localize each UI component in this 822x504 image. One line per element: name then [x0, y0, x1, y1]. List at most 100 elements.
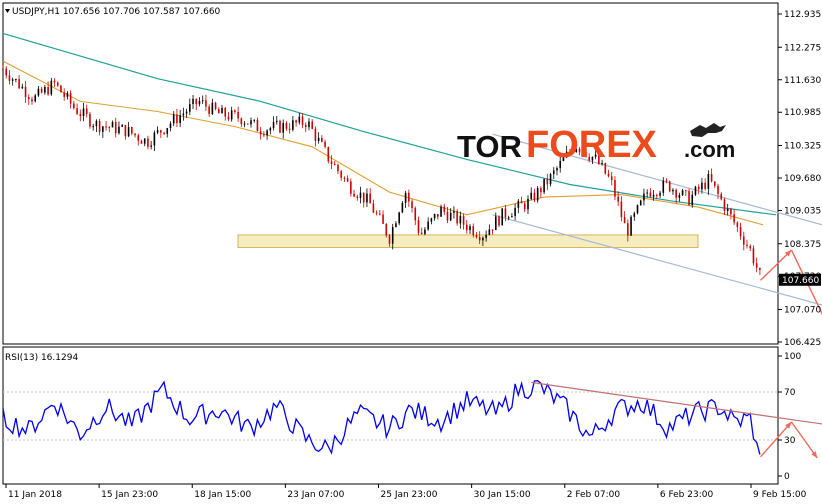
candle-body — [343, 177, 346, 179]
candle-body — [678, 195, 681, 198]
candle-body — [372, 203, 375, 213]
candle-body — [511, 216, 513, 218]
rsi-forecast-arrows — [760, 421, 818, 459]
candle-body — [752, 248, 755, 264]
candle-body — [704, 182, 706, 189]
candle-body — [530, 192, 533, 199]
candle-body — [82, 108, 85, 116]
candle-body — [620, 201, 623, 218]
candle-body — [317, 137, 320, 141]
candle-body — [259, 131, 262, 135]
candle-body — [124, 125, 127, 137]
candle-body — [134, 133, 136, 136]
candle-body — [414, 207, 417, 221]
candle-body — [333, 164, 336, 166]
candle-body — [453, 211, 455, 213]
candle-body — [182, 113, 185, 116]
y-tick-label: 112.275 — [784, 43, 821, 53]
candle-body — [359, 192, 362, 199]
candle-body — [408, 192, 410, 202]
candle-body — [89, 113, 91, 127]
candle-body — [321, 137, 323, 142]
candle-body — [362, 192, 365, 203]
candle-body — [440, 206, 442, 217]
candle-body — [234, 110, 236, 112]
price-layer — [2, 32, 822, 316]
x-tick-label: 25 Jan 23:00 — [381, 490, 438, 500]
candle-body — [5, 68, 8, 76]
logo-dotcom: .com — [684, 137, 735, 162]
candle-body — [11, 79, 14, 81]
candle-body — [546, 178, 549, 185]
candle-body — [224, 107, 227, 117]
candle-body — [227, 116, 230, 120]
candle-body — [237, 111, 239, 119]
candle-body — [98, 120, 101, 132]
candle-body — [710, 174, 713, 182]
candle-body — [443, 206, 446, 212]
bull-icon — [690, 123, 726, 137]
candle-body — [201, 100, 204, 102]
candle-body — [176, 114, 178, 124]
candle-body — [304, 124, 307, 128]
candle-body — [646, 192, 648, 194]
candle-body — [21, 86, 24, 89]
candle-body — [388, 235, 391, 244]
rsi-layer — [2, 380, 822, 459]
candle-body — [652, 194, 655, 197]
candle-body — [263, 134, 265, 136]
candle-body — [623, 217, 626, 224]
rsi-tick-label: 0 — [784, 472, 790, 482]
candle-body — [540, 188, 542, 193]
candle-body — [504, 208, 507, 218]
candle-body — [314, 128, 317, 141]
candle-body — [610, 176, 613, 181]
candle-body — [569, 151, 571, 153]
x-tick-label: 11 Jan 2018 — [8, 490, 62, 500]
rsi-tick-label: 30 — [784, 436, 796, 446]
candle-body — [350, 181, 352, 194]
candle-body — [143, 138, 146, 144]
candle-body — [630, 216, 632, 236]
candle-body — [649, 192, 652, 197]
forecast-arrowhead — [811, 451, 818, 458]
support-zone — [237, 234, 699, 249]
candle-body — [198, 101, 201, 105]
candle-body — [730, 208, 732, 215]
candle-body — [137, 135, 140, 141]
candle-body — [163, 132, 165, 134]
candle-body — [295, 120, 297, 123]
forecast-arrowhead — [784, 250, 792, 257]
candle-body — [533, 192, 536, 201]
candle-body — [549, 174, 552, 185]
candle-body — [717, 185, 719, 194]
logo-tor: TOR — [457, 129, 522, 164]
candle-body — [391, 227, 394, 244]
candle-body — [279, 120, 281, 133]
forecast-arrowhead — [785, 422, 792, 429]
price-panel — [2, 2, 779, 345]
candle-body — [298, 116, 301, 123]
candle-body — [404, 192, 407, 204]
candle-body — [272, 122, 275, 129]
candle-body — [102, 126, 104, 132]
candle-body — [578, 148, 581, 153]
candle-body — [720, 193, 723, 200]
candle-body — [552, 170, 555, 175]
x-tick-label: 2 Feb 07:00 — [567, 490, 621, 500]
candle-body — [488, 229, 491, 235]
candle-body — [40, 88, 43, 93]
forecast-segment — [790, 421, 818, 459]
candle-body — [559, 160, 562, 169]
candle-body — [292, 120, 294, 130]
candle-body — [214, 102, 217, 110]
candle-body — [60, 85, 62, 93]
y-tick-label: 107.070 — [784, 306, 821, 316]
candle-body — [739, 227, 742, 237]
candle-body — [427, 221, 429, 230]
candle-body — [208, 106, 210, 115]
candle-body — [723, 199, 726, 212]
candle-body — [105, 126, 107, 128]
candle-body — [250, 120, 252, 125]
